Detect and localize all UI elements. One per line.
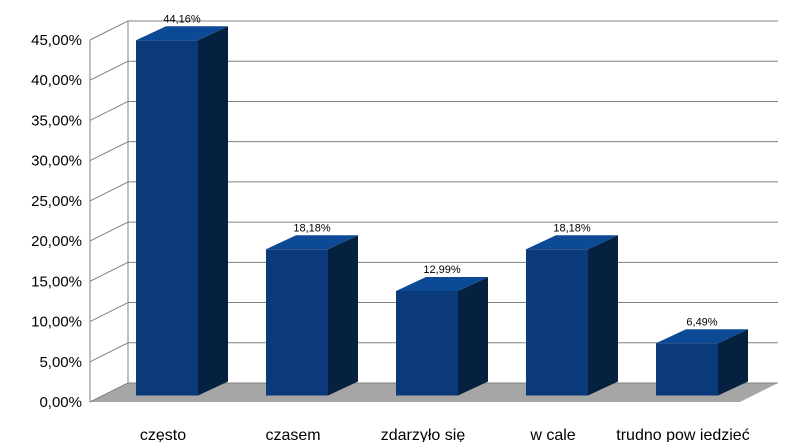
data-label: 6,49% bbox=[686, 316, 717, 328]
bar-top bbox=[266, 235, 358, 250]
side-wall-gridline bbox=[89, 100, 129, 121]
bar-layer bbox=[136, 26, 748, 396]
bar-front bbox=[266, 249, 328, 396]
bar-front bbox=[526, 249, 588, 396]
x-tick-label: zdarzyło się bbox=[381, 427, 466, 442]
bar-side bbox=[588, 235, 618, 396]
side-wall-gridline bbox=[89, 60, 129, 81]
bar-top bbox=[526, 235, 618, 250]
x-tick-label: czasem bbox=[265, 427, 320, 442]
y-tick-label: 20,00% bbox=[31, 233, 82, 250]
side-wall-gridline bbox=[89, 181, 129, 202]
bar bbox=[526, 235, 618, 396]
bar-front bbox=[396, 291, 458, 396]
x-tick-label: często bbox=[140, 427, 186, 442]
side-wall-gridline bbox=[89, 382, 129, 403]
bar-side bbox=[458, 277, 488, 396]
data-label-layer: 44,16% 18,18% 12,99% 18,18% 6,49% bbox=[163, 13, 717, 328]
y-tick-layer: 0,00% 5,00% 10,00% 15,00% 20,00% 25,00% 30,00%… bbox=[31, 32, 82, 411]
y-tick-label: 35,00% bbox=[31, 112, 82, 129]
side-wall-gridline bbox=[89, 221, 129, 242]
bar-side bbox=[718, 329, 748, 396]
y-tick-label: 30,00% bbox=[31, 153, 82, 170]
side-wall-gridline bbox=[89, 342, 129, 363]
bar-front bbox=[656, 343, 718, 396]
bar-top bbox=[136, 26, 228, 41]
y-tick-label: 40,00% bbox=[31, 72, 82, 89]
y-tick-label: 0,00% bbox=[39, 394, 82, 411]
x-tick-label: w cale bbox=[529, 427, 575, 442]
side-wall-gridline bbox=[89, 20, 129, 41]
y-tick-label: 25,00% bbox=[31, 193, 82, 210]
bar-front bbox=[136, 40, 198, 396]
bar bbox=[136, 26, 228, 396]
y-tick-label: 15,00% bbox=[31, 273, 82, 290]
side-wall-gridline bbox=[89, 141, 129, 162]
bar bbox=[396, 277, 488, 396]
bar-top bbox=[656, 329, 748, 344]
x-tick-label: trudno pow iedzieć bbox=[616, 427, 749, 442]
category-label-layer: często czasem zdarzyło się w cale trudno pow… bbox=[140, 427, 750, 442]
bar-side bbox=[328, 235, 358, 396]
side-wall-gridline bbox=[89, 261, 129, 282]
y-tick-label: 45,00% bbox=[31, 32, 82, 49]
bar-top bbox=[396, 277, 488, 292]
y-tick-label: 10,00% bbox=[31, 314, 82, 331]
bar-side bbox=[198, 26, 228, 396]
data-label: 18,18% bbox=[553, 222, 591, 234]
data-label: 18,18% bbox=[293, 222, 331, 234]
y-tick-label: 5,00% bbox=[39, 354, 82, 371]
data-label: 12,99% bbox=[423, 264, 461, 276]
bar bbox=[656, 329, 748, 396]
bar bbox=[266, 235, 358, 396]
data-label: 44,16% bbox=[163, 13, 201, 25]
side-wall-gridline bbox=[89, 302, 129, 323]
